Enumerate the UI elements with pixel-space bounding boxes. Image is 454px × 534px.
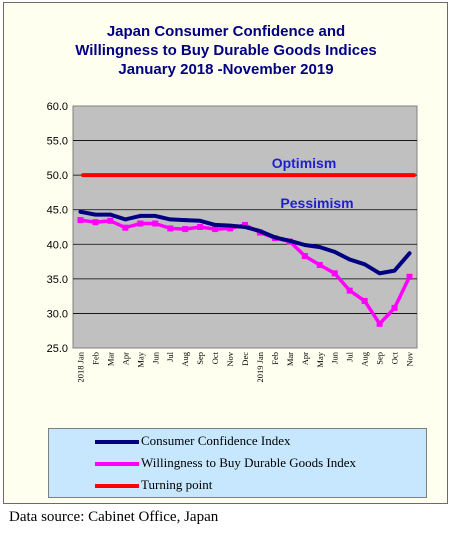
chart-title-line-3: January 2018 -November 2019 bbox=[118, 61, 333, 78]
willingness-point bbox=[137, 220, 144, 227]
y-tick-label: 40.0 bbox=[47, 239, 68, 251]
x-tick-label: Apr bbox=[300, 352, 310, 365]
confidence-point bbox=[123, 217, 128, 222]
legend-swatch-turning-point bbox=[95, 484, 139, 488]
legend-label-consumer-confidence: Consumer Confidence Index bbox=[141, 433, 291, 448]
x-tick-label: 2018 Jan bbox=[75, 351, 85, 382]
confidence-point bbox=[258, 229, 262, 233]
legend-entry-turning-point: Turning point bbox=[49, 475, 426, 495]
y-tick-label: 30.0 bbox=[47, 308, 68, 320]
willingness-point bbox=[167, 225, 174, 232]
x-tick-label: Aug bbox=[360, 351, 370, 366]
series-lines bbox=[77, 173, 416, 327]
confidence-point bbox=[138, 214, 143, 218]
confidence-point bbox=[288, 239, 292, 243]
legend-label-turning-point: Turning point bbox=[141, 477, 213, 492]
y-tick-label: 55.0 bbox=[47, 136, 68, 148]
confidence-point bbox=[392, 268, 397, 273]
willingness-point bbox=[376, 320, 383, 327]
x-tick-label: May bbox=[135, 351, 145, 367]
willingness-point bbox=[406, 273, 413, 280]
x-tick-label: Dec bbox=[240, 352, 250, 366]
confidence-point bbox=[78, 209, 83, 214]
chart-legend: Consumer Confidence Index Willingness to… bbox=[48, 428, 427, 498]
x-tick-label: Mar bbox=[285, 352, 295, 366]
y-axis-ticks: 25.0 30.0 35.0 40.0 45.0 50.0 55.0 60.0 bbox=[47, 101, 68, 355]
confidence-point bbox=[362, 262, 367, 267]
confidence-point bbox=[317, 245, 322, 249]
willingness-point bbox=[301, 253, 308, 260]
legend-label-willingness: Willingness to Buy Durable Goods Index bbox=[141, 455, 357, 470]
y-tick-label: 45.0 bbox=[47, 205, 68, 217]
confidence-point bbox=[228, 223, 232, 228]
willingness-point bbox=[331, 270, 338, 277]
x-axis-ticks: 2018 Jan Feb Mar Apr May Jun Jul Aug Sep Oct Nov De… bbox=[75, 351, 414, 382]
x-tick-label: Oct bbox=[390, 351, 400, 364]
x-tick-label: Aug bbox=[180, 351, 190, 366]
confidence-point bbox=[243, 225, 247, 229]
x-tick-label: Jul bbox=[345, 351, 355, 362]
x-tick-label: Sep bbox=[195, 352, 205, 365]
willingness-point bbox=[346, 287, 353, 294]
willingness-point bbox=[197, 224, 204, 230]
y-tick-label: 60.0 bbox=[47, 101, 68, 113]
legend-entry-consumer-confidence: Consumer Confidence Index bbox=[49, 431, 426, 451]
willingness-point bbox=[242, 221, 248, 228]
y-tick-label: 35.0 bbox=[47, 274, 68, 286]
optimism-annotation: Optimism bbox=[272, 155, 337, 171]
confidence-point bbox=[183, 218, 187, 222]
willingness-point bbox=[122, 224, 129, 231]
x-tick-label: Mar bbox=[105, 352, 115, 366]
x-tick-label: Feb bbox=[270, 352, 280, 365]
willingness-point bbox=[361, 297, 368, 304]
willingness-point bbox=[316, 262, 323, 269]
x-tick-label: Apr bbox=[120, 352, 130, 365]
data-source-note: Data source: Cabinet Office, Japan bbox=[9, 509, 219, 525]
willingness-point bbox=[227, 225, 234, 232]
y-tick-label: 25.0 bbox=[47, 343, 68, 355]
willingness-point bbox=[107, 217, 114, 224]
x-tick-label: Oct bbox=[210, 351, 220, 364]
chart-frame: Japan Consumer Confidence and Willingnes… bbox=[3, 2, 448, 504]
confidence-point bbox=[93, 212, 98, 217]
willingness-point bbox=[77, 217, 84, 224]
y-tick-label: 50.0 bbox=[47, 170, 68, 182]
confidence-point bbox=[168, 217, 173, 222]
x-tick-label: Jun bbox=[330, 351, 340, 364]
x-tick-label: Feb bbox=[90, 352, 100, 365]
x-tick-label: 2019 Jan bbox=[255, 351, 265, 382]
confidence-point bbox=[303, 243, 307, 247]
willingness-point bbox=[92, 219, 99, 226]
x-tick-label: Jun bbox=[150, 351, 160, 364]
x-tick-label: Jul bbox=[165, 351, 175, 362]
confidence-point bbox=[153, 214, 158, 218]
willingness-point bbox=[182, 226, 189, 233]
pessimism-annotation: Pessimism bbox=[280, 195, 353, 211]
confidence-point bbox=[347, 257, 352, 262]
willingness-point bbox=[212, 226, 219, 233]
x-tick-label: Nov bbox=[405, 351, 415, 366]
confidence-point bbox=[213, 223, 217, 227]
legend-swatch-consumer-confidence bbox=[95, 440, 139, 444]
confidence-point bbox=[332, 250, 337, 254]
confidence-point bbox=[273, 235, 277, 240]
confidence-point bbox=[198, 218, 202, 223]
confidence-point bbox=[377, 271, 382, 276]
x-tick-label: Sep bbox=[375, 352, 385, 365]
x-tick-label: Nov bbox=[225, 351, 235, 366]
legend-swatch-willingness bbox=[95, 462, 139, 466]
confidence-point bbox=[407, 251, 412, 256]
chart-title-line-1: Japan Consumer Confidence and bbox=[107, 23, 345, 40]
willingness-point bbox=[152, 220, 159, 227]
confidence-point bbox=[108, 212, 113, 217]
chart-title-line-2: Willingness to Buy Durable Goods Indices bbox=[75, 42, 377, 59]
x-tick-label: May bbox=[315, 351, 325, 367]
legend-entry-willingness: Willingness to Buy Durable Goods Index bbox=[49, 453, 426, 473]
chart-svg: Japan Consumer Confidence and Willingnes… bbox=[47, 23, 418, 382]
willingness-point bbox=[391, 304, 398, 311]
